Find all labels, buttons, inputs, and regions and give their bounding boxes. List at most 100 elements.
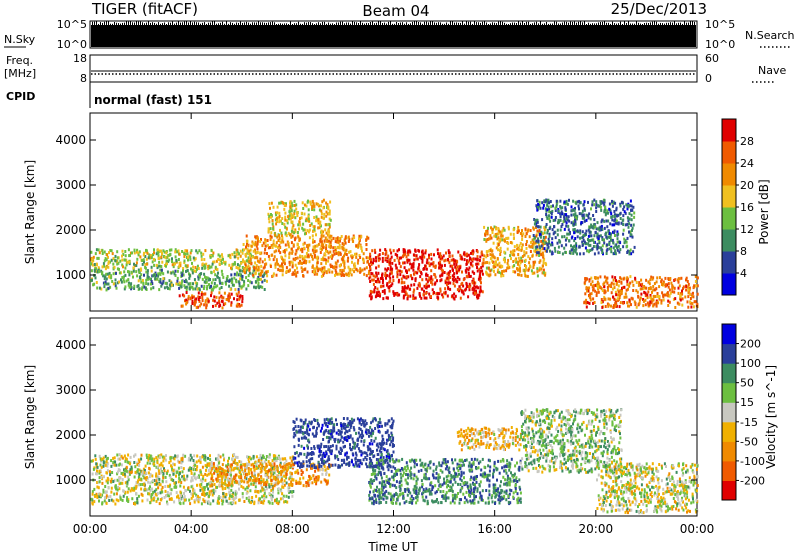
data-cell xyxy=(143,471,146,475)
data-cell xyxy=(560,244,563,248)
data-cell xyxy=(338,243,341,247)
data-cell xyxy=(261,285,264,289)
data-cell xyxy=(121,249,124,253)
data-cell xyxy=(158,477,161,481)
data-cell xyxy=(235,273,238,277)
data-cell xyxy=(205,262,208,266)
data-cell xyxy=(620,281,623,284)
data-cell xyxy=(108,271,111,275)
data-cell xyxy=(241,251,244,255)
data-cell xyxy=(392,275,395,279)
data-cell xyxy=(226,484,229,487)
date-label: 25/Dec/2013 xyxy=(611,0,707,18)
data-cell xyxy=(521,243,524,247)
data-cell xyxy=(152,253,155,257)
data-cell xyxy=(595,227,598,231)
data-cell xyxy=(348,237,351,241)
data-cell xyxy=(616,222,619,226)
data-cell xyxy=(506,247,509,251)
data-cell xyxy=(649,287,652,291)
data-cell xyxy=(481,269,484,273)
data-cell xyxy=(269,234,272,238)
data-cell xyxy=(184,278,187,282)
data-cell xyxy=(509,254,512,258)
data-cell xyxy=(603,209,606,212)
data-cell xyxy=(551,250,554,254)
data-cell xyxy=(330,234,333,238)
data-cell xyxy=(149,481,152,485)
data-cell xyxy=(626,222,629,226)
data-cell xyxy=(662,281,665,285)
data-cell xyxy=(161,282,164,286)
data-cell xyxy=(583,281,586,285)
data-cell xyxy=(151,474,154,478)
data-cell xyxy=(192,265,195,269)
data-cell xyxy=(603,281,606,285)
data-cell xyxy=(564,208,567,212)
nsearch-tick-bottom: 10^0 xyxy=(705,38,735,51)
data-cell xyxy=(245,234,248,238)
data-cell xyxy=(611,199,613,203)
data-cell xyxy=(130,487,133,491)
data-cell xyxy=(457,250,460,254)
data-cell xyxy=(267,227,270,231)
data-cell xyxy=(406,271,408,274)
data-cell xyxy=(540,233,543,237)
data-cell xyxy=(347,235,350,239)
data-cell xyxy=(243,471,246,475)
data-cell xyxy=(228,284,231,288)
data-cell xyxy=(257,276,260,279)
data-cell xyxy=(425,272,428,276)
data-cell xyxy=(157,475,160,479)
data-cell xyxy=(581,236,584,240)
data-cell xyxy=(492,260,495,264)
data-cell xyxy=(469,274,472,278)
data-cell xyxy=(344,236,347,240)
data-cell xyxy=(360,235,363,239)
data-cell xyxy=(181,458,184,462)
data-cell xyxy=(170,488,173,492)
data-cell xyxy=(622,218,625,222)
data-cell xyxy=(104,454,107,458)
data-cell xyxy=(303,256,306,260)
data-cell xyxy=(630,218,633,222)
data-cell xyxy=(425,261,428,265)
data-cell xyxy=(581,244,584,247)
data-cell xyxy=(124,254,127,258)
data-cell xyxy=(214,304,217,308)
data-cell xyxy=(565,236,568,240)
data-cell xyxy=(221,487,224,491)
data-cell xyxy=(105,501,108,505)
data-cell xyxy=(320,234,323,238)
data-cell xyxy=(140,457,143,461)
data-cell xyxy=(204,249,207,253)
data-cell xyxy=(345,253,348,256)
y-tick-label: 3000 xyxy=(55,178,86,192)
data-cell xyxy=(187,468,190,472)
data-cell xyxy=(673,286,676,290)
data-cell xyxy=(289,476,292,480)
data-cell xyxy=(621,201,624,205)
data-cell xyxy=(490,226,492,230)
data-cell xyxy=(178,286,181,290)
data-cell xyxy=(115,259,118,263)
data-cell xyxy=(145,476,148,479)
data-cell xyxy=(231,283,234,287)
data-cell xyxy=(548,208,551,211)
data-cell xyxy=(224,262,227,266)
data-cell xyxy=(289,466,292,469)
data-cell xyxy=(275,459,278,463)
data-cell xyxy=(245,496,248,500)
nave-label: Nave xyxy=(758,64,786,77)
data-cell xyxy=(592,245,595,248)
data-cell xyxy=(223,291,226,295)
data-cell xyxy=(165,259,168,263)
data-cell xyxy=(161,252,163,255)
data-cell xyxy=(183,294,186,298)
data-cell xyxy=(227,254,230,258)
data-cell xyxy=(545,214,548,218)
data-cell xyxy=(494,233,497,236)
data-cell xyxy=(313,208,316,212)
data-cell xyxy=(207,499,210,503)
data-cell xyxy=(160,453,163,457)
